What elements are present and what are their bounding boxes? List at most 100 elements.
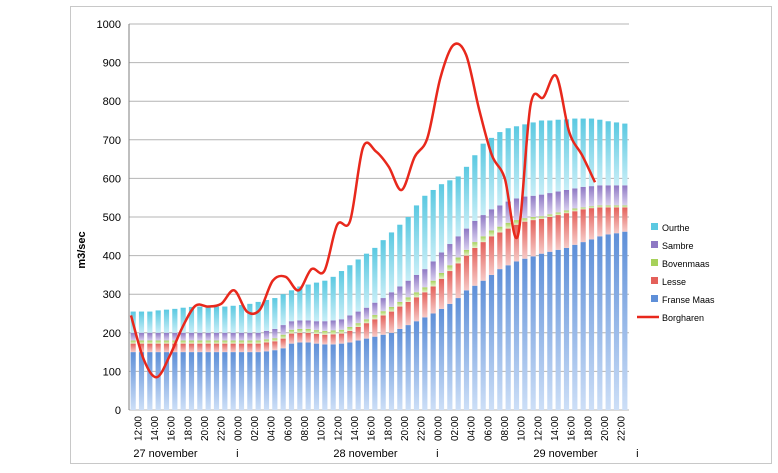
bar-segment-sambre bbox=[413, 274, 420, 293]
bar-segment-ourthe bbox=[188, 306, 195, 333]
bar-segment-lesse bbox=[597, 207, 603, 237]
bar-segment-ourthe bbox=[138, 311, 145, 333]
legend-label: Borgharen bbox=[662, 313, 704, 323]
bar-segment-franse-maas bbox=[455, 298, 461, 410]
bar-segment-sambre bbox=[397, 286, 403, 302]
bar-segment-ourthe bbox=[430, 189, 436, 262]
chart: 0 100 200 300 400 500 600 700 800 900 1000 12:00 14:… bbox=[76, 19, 715, 460]
bar-segment-bovenmaas bbox=[380, 311, 386, 316]
bar-segment-sambre bbox=[238, 332, 245, 341]
bar-segment-bovenmaas bbox=[480, 236, 486, 243]
bar-segment-franse-maas bbox=[588, 239, 595, 410]
bar-segment-bovenmaas bbox=[188, 340, 195, 344]
bar-segment-franse-maas bbox=[463, 290, 470, 410]
bar-segment-lesse bbox=[505, 228, 511, 266]
y-tick-label: 100 bbox=[103, 366, 121, 378]
legend-swatch bbox=[651, 295, 658, 302]
bar-segment-sambre bbox=[613, 185, 620, 206]
chart-frame: 0 100 200 300 400 500 600 700 800 900 1000 12:00 14:… bbox=[70, 6, 772, 464]
bar-segment-sambre bbox=[172, 332, 178, 341]
bar-segment-ourthe bbox=[555, 119, 561, 192]
bar-segment-bovenmaas bbox=[580, 207, 586, 210]
bar-segment-bovenmaas bbox=[555, 212, 561, 216]
x-tick-label: 04:00 bbox=[467, 416, 478, 441]
bar-segment-sambre bbox=[563, 189, 570, 211]
bar-segment-sambre bbox=[222, 332, 228, 341]
bar-segment-lesse bbox=[272, 341, 278, 351]
bar-segment-ourthe bbox=[372, 247, 378, 303]
bar-segment-sambre bbox=[230, 332, 236, 341]
bar-segment-lesse bbox=[130, 343, 136, 353]
bar-segment-franse-maas bbox=[488, 274, 495, 410]
bar-segment-franse-maas bbox=[397, 328, 403, 410]
y-tick-label: 700 bbox=[103, 135, 121, 147]
bar-segment-franse-maas bbox=[322, 344, 328, 410]
bar-segment-bovenmaas bbox=[622, 205, 628, 208]
bar-segment-franse-maas bbox=[305, 342, 311, 410]
bar-segment-sambre bbox=[338, 319, 345, 330]
x-tick-label: 18:00 bbox=[383, 416, 394, 441]
bar-segment-sambre bbox=[472, 220, 478, 243]
bar-segment-lesse bbox=[213, 343, 220, 353]
bar-segment-sambre bbox=[247, 332, 253, 341]
bar-segment-sambre bbox=[205, 332, 211, 341]
bar-segment-ourthe bbox=[197, 306, 203, 333]
bar-segment-ourthe bbox=[222, 306, 228, 333]
date-separator: i bbox=[436, 448, 438, 460]
bar-segment-sambre bbox=[197, 332, 203, 341]
bar-segment-sambre bbox=[263, 330, 270, 340]
bar-segment-lesse bbox=[155, 343, 161, 353]
y-tick-label: 1000 bbox=[97, 19, 121, 31]
bar-segment-lesse bbox=[372, 319, 378, 337]
y-tick-label: 900 bbox=[103, 58, 121, 70]
bar-segment-bovenmaas bbox=[363, 319, 370, 324]
bar-segment-ourthe bbox=[422, 195, 428, 270]
bar-segment-lesse bbox=[497, 232, 503, 270]
x-tick-label: 12:00 bbox=[533, 416, 544, 441]
bar-segment-ourthe bbox=[247, 303, 253, 333]
bar-segment-ourthe bbox=[322, 280, 328, 322]
bar-segment-sambre bbox=[297, 320, 303, 329]
bar-segment-bovenmaas bbox=[230, 340, 236, 344]
x-tick-label: 20:00 bbox=[600, 416, 611, 441]
bar-segment-sambre bbox=[422, 269, 428, 288]
date-separator: i bbox=[636, 448, 638, 460]
bar-segment-franse-maas bbox=[180, 352, 186, 410]
bar-segment-lesse bbox=[388, 311, 395, 333]
bar-segment-franse-maas bbox=[355, 340, 361, 410]
bar-segment-bovenmaas bbox=[347, 327, 353, 331]
bar-segment-franse-maas bbox=[388, 332, 395, 410]
bar-segment-franse-maas bbox=[522, 258, 528, 410]
bar-segment-ourthe bbox=[488, 137, 495, 210]
bar-segment-sambre bbox=[313, 321, 320, 331]
bar-segment-franse-maas bbox=[297, 342, 303, 410]
bar-segment-bovenmaas bbox=[213, 340, 220, 344]
bar-segment-bovenmaas bbox=[272, 338, 278, 342]
bar-segment-sambre bbox=[355, 311, 361, 324]
bar-segment-franse-maas bbox=[163, 352, 170, 410]
bar-segment-bovenmaas bbox=[297, 328, 303, 333]
bar-segment-ourthe bbox=[355, 259, 361, 312]
legend-swatch bbox=[651, 259, 658, 266]
x-tick-label: 22:00 bbox=[217, 416, 228, 441]
bar-segment-lesse bbox=[313, 333, 320, 344]
bar-segment-franse-maas bbox=[230, 352, 236, 410]
bar-segment-bovenmaas bbox=[405, 297, 411, 302]
bar-segment-ourthe bbox=[163, 309, 170, 333]
bar-segment-lesse bbox=[255, 343, 261, 353]
bar-segment-lesse bbox=[413, 297, 420, 322]
x-tick-label: 22:00 bbox=[417, 416, 428, 441]
bar-segment-ourthe bbox=[538, 120, 545, 195]
bar-segment-ourthe bbox=[588, 118, 595, 187]
bar-segment-lesse bbox=[297, 332, 303, 343]
bar-segment-lesse bbox=[405, 301, 411, 326]
bar-segment-bovenmaas bbox=[147, 340, 153, 344]
x-tick-label: 16:00 bbox=[167, 416, 178, 441]
bar-segment-bovenmaas bbox=[413, 292, 420, 298]
bar-segment-ourthe bbox=[563, 119, 570, 190]
bar-segment-sambre bbox=[163, 332, 170, 341]
bar-segment-sambre bbox=[455, 236, 461, 258]
bar-segment-lesse bbox=[338, 333, 345, 344]
legend-label: Lesse bbox=[662, 277, 686, 287]
bar-segment-bovenmaas bbox=[563, 210, 570, 214]
